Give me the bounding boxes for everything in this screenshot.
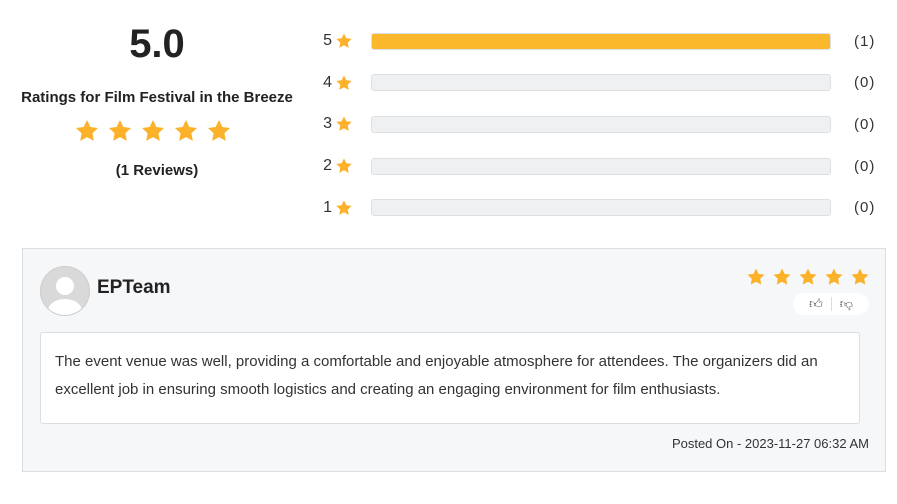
star-icon: [850, 267, 870, 287]
rating-bar: [371, 32, 831, 50]
rating-row-4: 4 (0): [320, 73, 880, 93]
review-stars: [746, 267, 870, 287]
rating-row-5: 5 (1): [320, 31, 880, 51]
avatar: [40, 266, 90, 316]
star-icon: [824, 267, 844, 287]
star-icon: [335, 115, 353, 133]
thumbs-down-icon[interactable]: 👎︎: [839, 296, 853, 311]
rating-row-2: 2 (0): [320, 156, 880, 176]
rating-bar: [371, 199, 831, 217]
star-icon: [107, 118, 133, 144]
rating-bar-fill: [372, 33, 830, 49]
star-icon: [335, 32, 353, 50]
average-score: 5.0: [129, 22, 185, 66]
star-level: 5: [323, 32, 332, 49]
rating-row-3: 3 (0): [320, 114, 880, 134]
star-icon: [335, 157, 353, 175]
rating-count: (0): [854, 115, 876, 133]
rating-bar: [371, 115, 831, 133]
rating-row-1: 1 (0): [320, 198, 880, 218]
star-icon: [74, 118, 100, 144]
vote-buttons: 👍︎ 👎︎: [793, 293, 869, 315]
star-level: 3: [323, 115, 332, 133]
review-text: The event venue was well, providing a co…: [40, 332, 860, 424]
rating-count: (0): [854, 74, 876, 92]
rating-count: (1): [854, 32, 876, 50]
rating-bar: [371, 157, 831, 175]
star-icon: [746, 267, 766, 287]
star-icon: [335, 199, 353, 217]
star-icon: [335, 74, 353, 92]
thumbs-up-icon[interactable]: 👍︎: [809, 296, 823, 311]
star-icon: [798, 267, 818, 287]
review-card: EPTeam 👍︎ 👎︎ The event venue was well, p…: [22, 248, 886, 472]
star-icon: [140, 118, 166, 144]
star-level: 2: [323, 157, 332, 175]
star-level: 1: [323, 198, 332, 216]
ratings-title: Ratings for Film Festival in the Breeze: [21, 89, 293, 106]
rating-count: (0): [854, 199, 876, 217]
reviews-count: (1 Reviews): [115, 162, 199, 179]
divider: [830, 297, 832, 311]
star-icon: [206, 118, 232, 144]
star-icon: [772, 267, 792, 287]
star-icon: [173, 118, 199, 144]
rating-bar: [371, 74, 831, 92]
star-level: 4: [323, 73, 332, 91]
average-stars: [74, 118, 232, 144]
posted-date: Posted On - 2023-11-27 06:32 AM: [671, 436, 869, 451]
review-author: EPTeam: [97, 277, 171, 298]
rating-count: (0): [854, 157, 876, 175]
